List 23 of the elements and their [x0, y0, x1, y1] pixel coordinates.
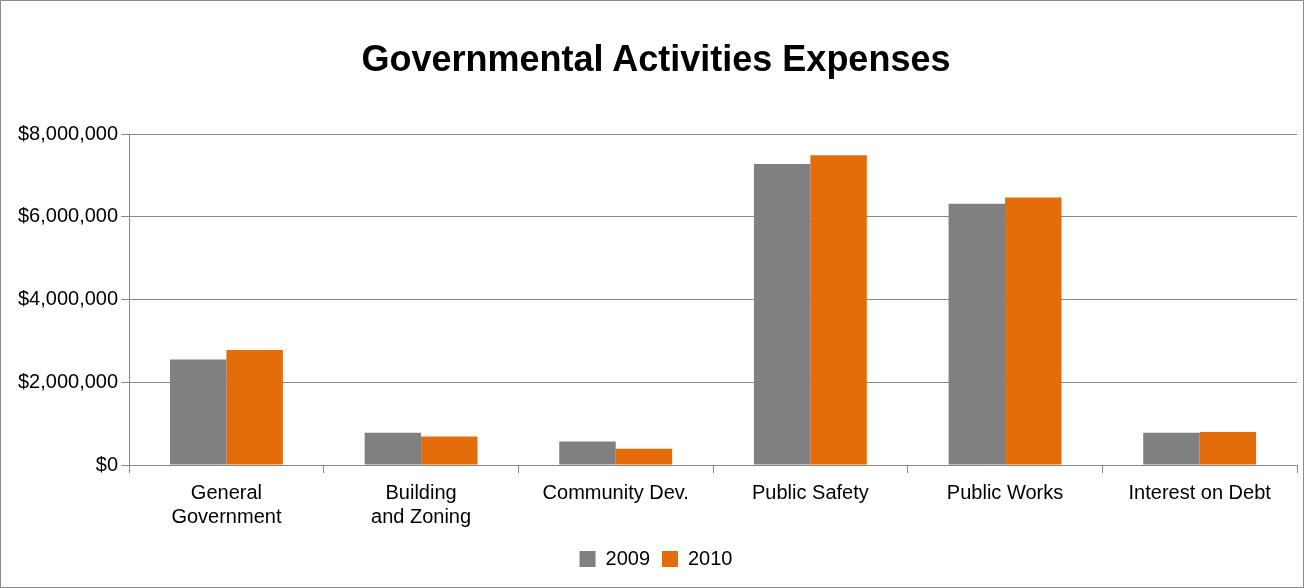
x-tick-label: Public Safety [752, 480, 869, 503]
x-tick-label: Building and Zoning [371, 480, 472, 527]
x-tick-label: Interest on Debt [1128, 480, 1272, 503]
y-tick-label: $8,000,000 [17, 121, 119, 144]
x-tick-label: General Government [171, 480, 282, 527]
bar [559, 441, 616, 465]
legend-label: 2009 [605, 546, 651, 569]
bar [615, 448, 673, 465]
y-tick-label: $0 [95, 452, 119, 475]
bar [1143, 432, 1200, 465]
legend-label: 2010 [688, 546, 733, 569]
bar [226, 350, 283, 465]
bar [1199, 431, 1257, 465]
chart-title: Governmental Activities Expenses [361, 37, 951, 79]
bar [364, 432, 422, 465]
x-tick-label: Community Dev. [542, 480, 689, 503]
bar [421, 436, 478, 465]
bar [810, 155, 867, 465]
y-tick-label: $2,000,000 [17, 369, 119, 392]
bar [1005, 197, 1062, 465]
y-tick-label: $6,000,000 [17, 204, 119, 227]
x-tick-label: Public Works [946, 480, 1064, 503]
y-tick-label: $4,000,000 [17, 287, 119, 310]
